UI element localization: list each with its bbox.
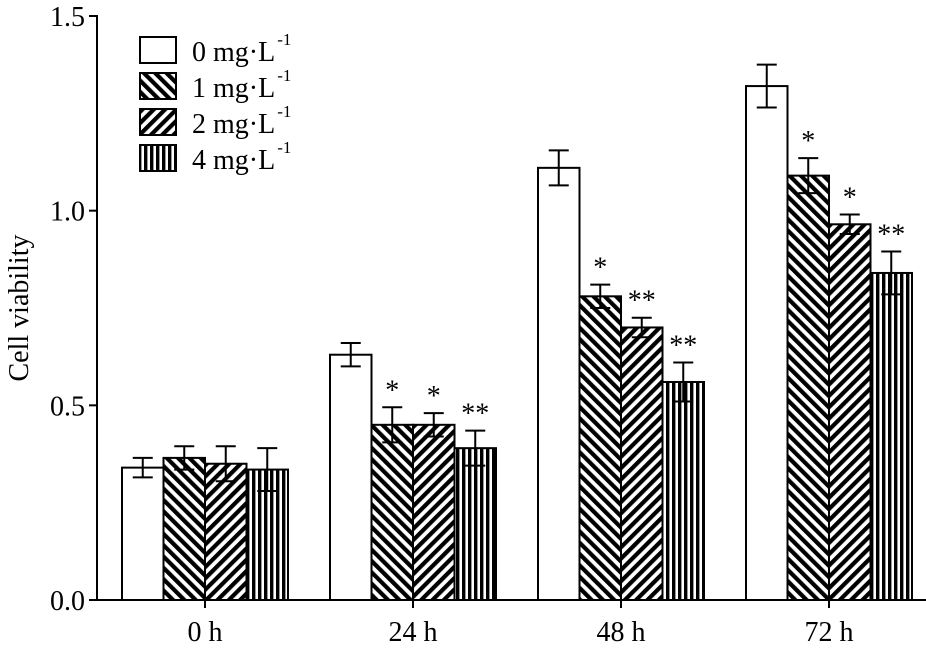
y-tick-label: 1.0	[50, 197, 85, 228]
bar	[329, 353, 373, 601]
significance-mark: *	[801, 126, 815, 157]
significance-mark: **	[461, 399, 489, 430]
bar	[453, 447, 497, 601]
significance-mark: **	[628, 286, 656, 317]
legend-label: 0 mg·L	[192, 37, 275, 68]
bar	[661, 380, 705, 601]
significance-mark: *	[427, 381, 441, 412]
y-tick-label: 0.5	[50, 391, 85, 422]
y-tick-label: 1.5	[50, 2, 85, 33]
legend-swatch	[139, 72, 177, 100]
bar	[620, 326, 664, 601]
bar	[869, 271, 913, 601]
significance-mark: *	[843, 183, 857, 214]
bar	[121, 466, 165, 602]
bar	[786, 174, 830, 601]
y-axis-label: Cell viability	[4, 235, 35, 382]
bar	[162, 456, 206, 602]
legend-label-superscript: -1	[277, 102, 291, 121]
legend-label-superscript: -1	[277, 30, 291, 49]
x-tick-label: 72 h	[805, 617, 854, 648]
legend-label-superscript: -1	[277, 138, 291, 157]
x-tick-label: 48 h	[597, 617, 646, 648]
bar	[578, 295, 622, 601]
legend-label-superscript: -1	[277, 66, 291, 85]
legend-swatch	[139, 36, 177, 64]
bar	[745, 85, 789, 601]
significance-mark: *	[593, 253, 607, 284]
legend-label: 4 mg·L	[192, 145, 275, 176]
significance-mark: **	[669, 331, 697, 362]
y-tick-label: 0.0	[50, 586, 85, 617]
bar	[204, 462, 248, 601]
legend: 0 mg·L -11 mg·L -12 mg·L -14 mg·L -1	[139, 30, 291, 176]
bar	[370, 423, 414, 601]
legend-swatch	[139, 144, 177, 172]
legend-label: 2 mg·L	[192, 109, 275, 140]
significance-mark: **	[877, 220, 905, 251]
bar	[412, 423, 456, 601]
x-tick-label: 0 h	[188, 617, 223, 648]
bar	[828, 223, 872, 601]
x-tick-label: 24 h	[389, 617, 438, 648]
bar	[537, 166, 581, 601]
legend-label: 1 mg·L	[192, 73, 275, 104]
significance-mark: *	[385, 375, 399, 406]
legend-swatch	[139, 108, 177, 136]
